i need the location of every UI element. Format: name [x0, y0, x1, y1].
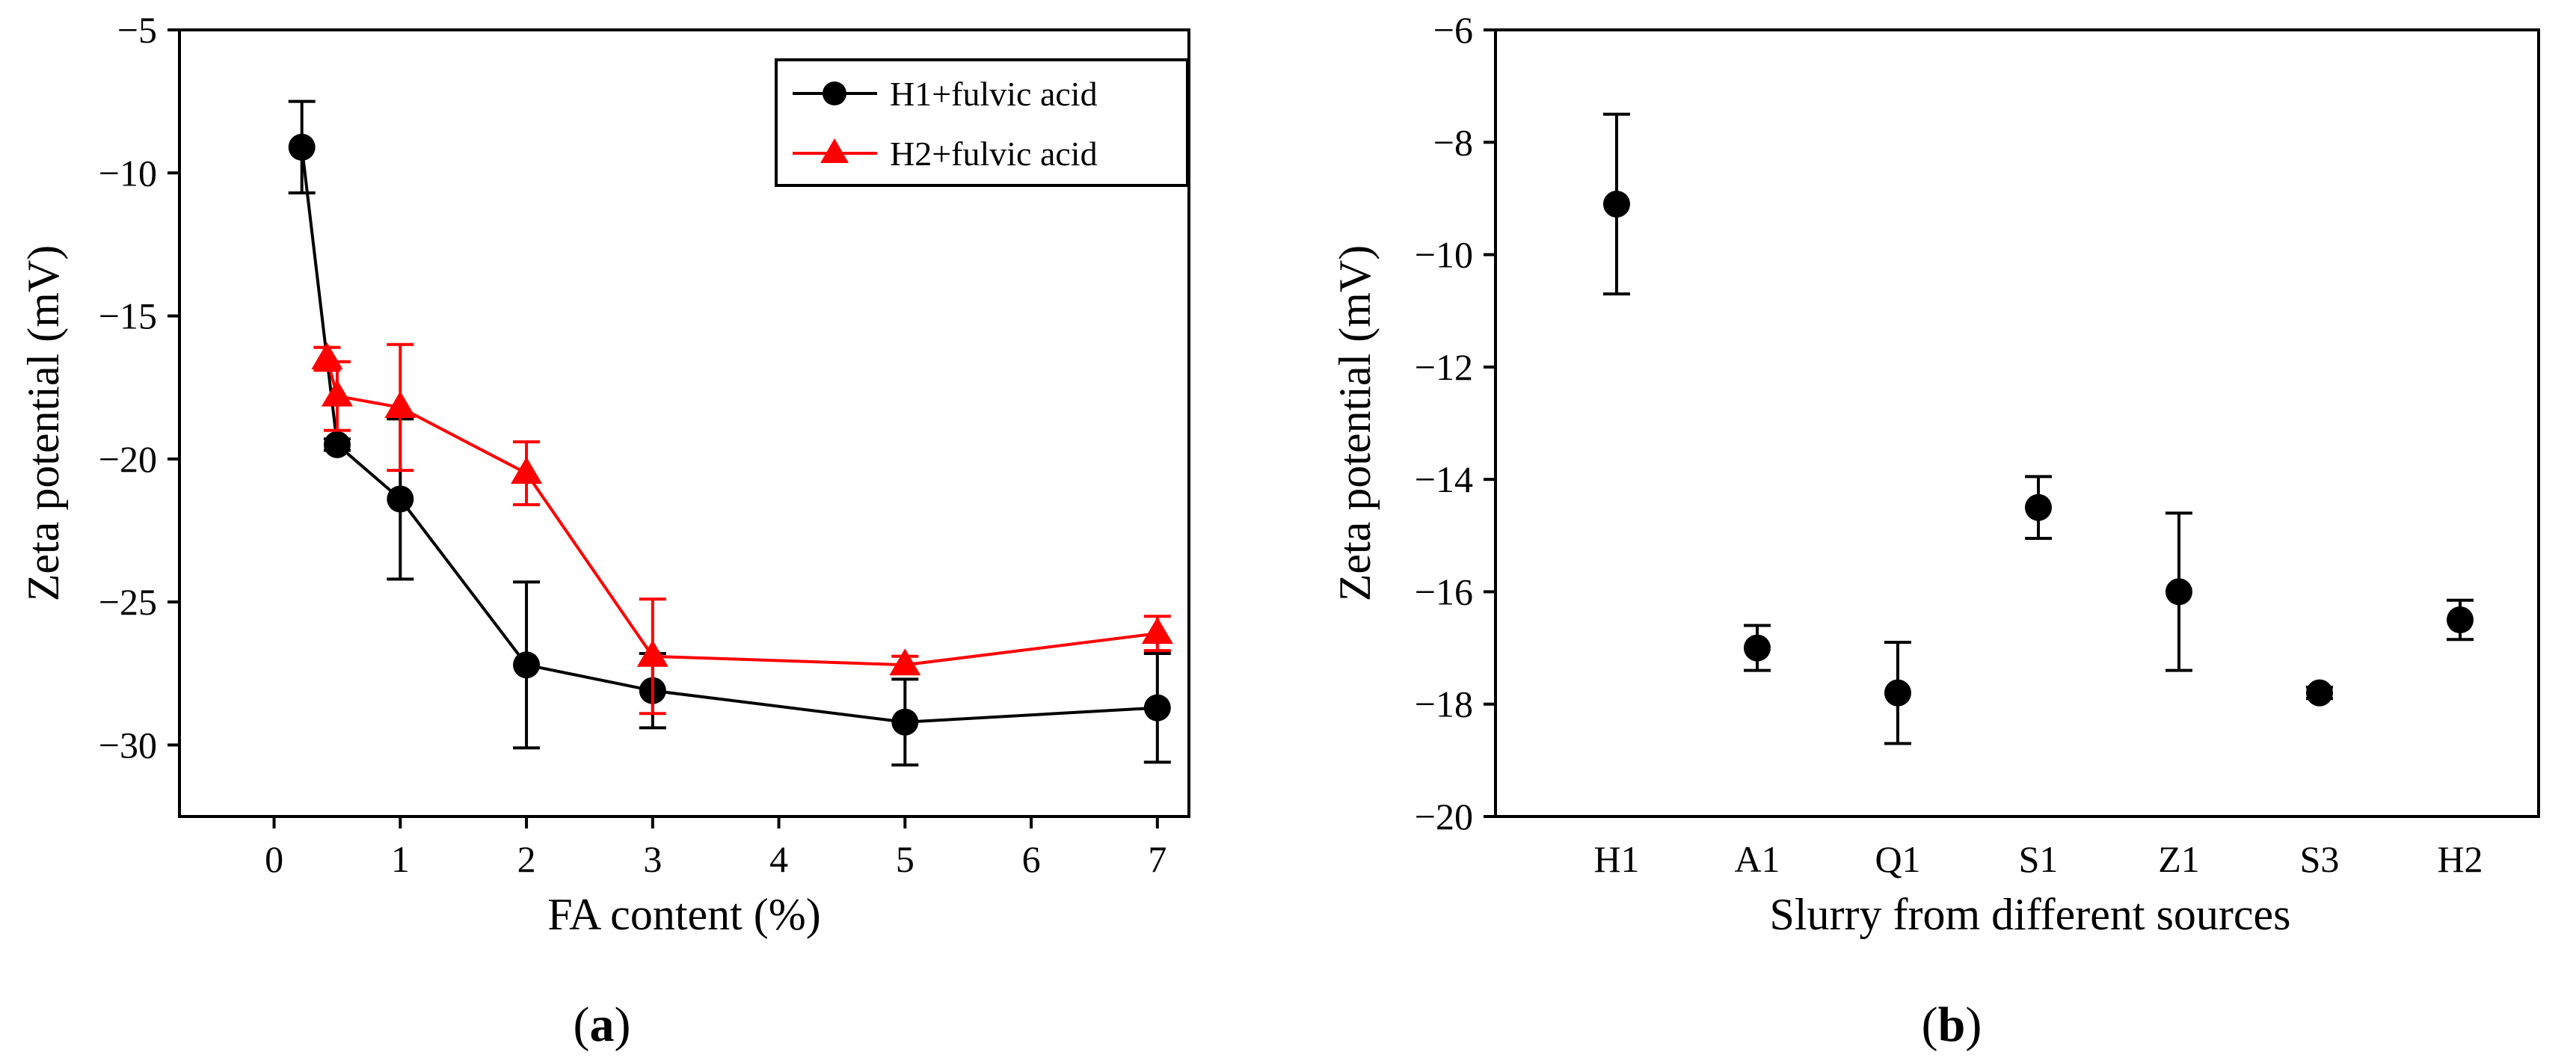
panel-a-legend: H1+fulvic acid H2+fulvic acid	[775, 58, 1189, 187]
b-data-point-circle	[1603, 190, 1630, 218]
panel-a-plot-frame	[178, 28, 1190, 818]
b-point-a1	[1744, 624, 1771, 672]
b-y-tick-label: −10	[1415, 234, 1473, 276]
panel-a-y-axis-title: Zeta potential (mV)	[19, 245, 68, 601]
b-data-point-circle	[2025, 493, 2052, 521]
a-data-point-circle	[513, 651, 541, 679]
legend-box	[775, 58, 1189, 187]
b-y-tick-label: −20	[1415, 796, 1473, 837]
b-data-point-circle	[1884, 679, 1911, 707]
b-point-h1	[1603, 112, 1630, 296]
legend-marker-triangle	[820, 138, 849, 163]
a-y-tick-label: −20	[99, 438, 157, 480]
panel-b-chart: −20−18−16−14−12−10−8−6H1A1Q1S1Z1S3H2S2 Z…	[1330, 9, 2540, 1052]
a-data-point-circle	[891, 708, 919, 736]
a-data-point-circle	[323, 431, 351, 458]
b-x-tick-label-h1: H1	[1593, 838, 1639, 880]
panel-a-x-axis-title: FA content (%)	[547, 890, 820, 939]
panel-a-label: (a)	[574, 997, 631, 1052]
b-point-s3	[2306, 679, 2333, 707]
a-series-h2	[311, 342, 1173, 716]
b-x-tick-label-q1: Q1	[1875, 838, 1920, 880]
legend-marker-circle	[823, 82, 846, 105]
b-point-q1	[1884, 641, 1911, 745]
a-x-tick-label: 3	[643, 838, 662, 880]
panel-b-plot-frame	[1494, 28, 2540, 818]
legend-label-h1: H1+fulvic acid	[890, 75, 1098, 113]
a-x-tick-label: 5	[896, 838, 914, 880]
a-data-point-circle	[288, 133, 316, 161]
b-data-point-circle	[2165, 578, 2192, 606]
a-y-tick-label: −25	[99, 581, 157, 623]
panel-a-letter: a	[590, 997, 615, 1052]
b-x-tick-label-s3: S3	[2300, 838, 2340, 880]
b-y-tick-label: −16	[1415, 571, 1473, 612]
panel-a-chart: 0 1 2 3 4 5 6 7 −30 −25 −20 −15 −10 −5 Zeta potential…	[19, 9, 1190, 1052]
a-data-point-triangle	[311, 342, 343, 369]
b-y-tick-label: −6	[1433, 9, 1473, 51]
a-data-point-circle	[1143, 694, 1171, 722]
a-y-tick-label: −30	[99, 724, 157, 766]
a-data-point-triangle	[1141, 617, 1173, 645]
panel-b-label: (b)	[1922, 997, 1982, 1052]
a-data-point-triangle	[511, 456, 543, 484]
a-x-tick-label: 7	[1148, 838, 1166, 880]
a-x-tick-label: 6	[1022, 838, 1041, 880]
b-x-tick-label-s1: S1	[2019, 838, 2059, 880]
a-data-point-triangle	[636, 639, 668, 667]
a-y-tick-label: −15	[99, 295, 157, 337]
b-point-h2	[2447, 598, 2474, 642]
a-data-point-triangle	[889, 648, 921, 676]
b-data-point-circle	[2306, 679, 2333, 707]
b-data-point-circle	[2447, 606, 2474, 633]
b-x-tick-label-z1: Z1	[2158, 838, 2200, 880]
b-y-tick-label: −14	[1415, 458, 1473, 500]
b-point-z1	[2165, 511, 2192, 672]
a-data-point-triangle	[321, 379, 353, 407]
panel-b-letter: b	[1938, 997, 1966, 1052]
a-y-tick-label: −10	[99, 152, 157, 194]
a-x-tick-label: 2	[517, 838, 536, 880]
panel-b-x-axis-title: Slurry from different sources	[1769, 890, 2290, 939]
b-data-point-circle	[1744, 634, 1771, 662]
a-x-tick-label: 0	[265, 838, 283, 880]
b-y-tick-label: −12	[1415, 346, 1473, 388]
b-point-s1	[2025, 475, 2052, 541]
a-x-tick-label: 4	[769, 838, 788, 880]
b-x-tick-label-h2: H2	[2437, 838, 2483, 880]
a-data-point-circle	[387, 485, 414, 513]
panel-b-y-axis-title: Zeta potential (mV)	[1330, 245, 1380, 601]
a-y-tick-label: −5	[117, 9, 157, 51]
b-y-tick-label: −18	[1415, 683, 1473, 725]
a-data-point-triangle	[384, 390, 416, 418]
b-y-tick-label: −8	[1433, 121, 1473, 163]
a-x-tick-label: 1	[391, 838, 410, 880]
legend-label-h2: H2+fulvic acid	[890, 135, 1098, 173]
b-x-tick-label-a1: A1	[1734, 838, 1780, 880]
